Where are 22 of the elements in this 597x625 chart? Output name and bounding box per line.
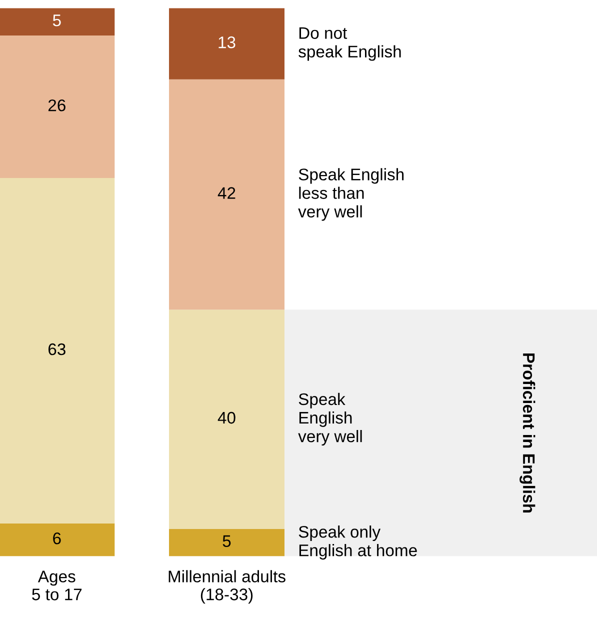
- bar: [0, 178, 115, 524]
- data-label: 42: [218, 187, 236, 199]
- data-label: 26: [48, 99, 66, 112]
- data-label: 63: [48, 343, 66, 356]
- data-label: 6: [53, 532, 61, 544]
- x-tick-label: Ages 5 to 17: [32, 570, 82, 600]
- band-label: Proficient in English: [520, 353, 536, 512]
- bar: [168, 528, 284, 556]
- bar: [0, 8, 115, 36]
- bar: [168, 8, 284, 80]
- series-label: Do not speak English: [298, 27, 401, 61]
- bar: [0, 523, 115, 556]
- series-label: Speak English less than very well: [298, 168, 404, 221]
- data-label: 5: [222, 535, 231, 548]
- data-label: 40: [218, 412, 236, 424]
- x-tick-label: Millennial adults (18-33): [168, 570, 286, 604]
- series-label: Speak English very well: [298, 392, 362, 446]
- data-label: 13: [218, 36, 236, 48]
- series-label: Speak only English at home: [298, 526, 417, 560]
- data-label: 5: [52, 14, 61, 26]
- bar: [168, 79, 284, 310]
- bar: [0, 36, 115, 178]
